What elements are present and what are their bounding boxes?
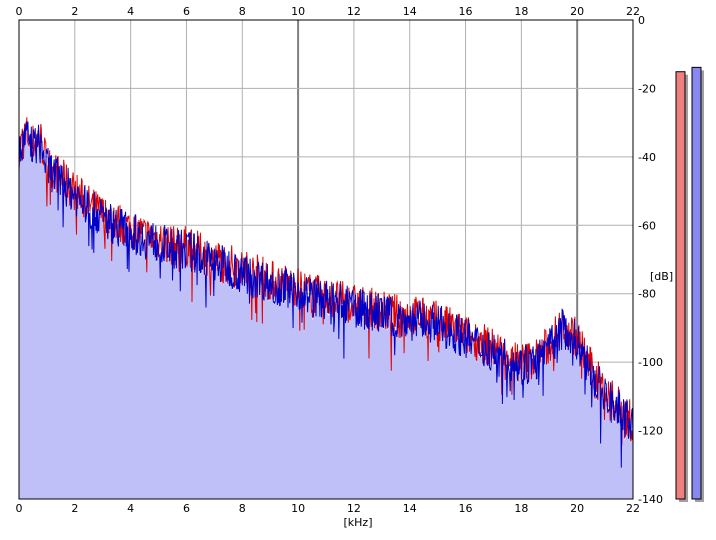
y-tick-label: -140	[638, 493, 663, 506]
x-tick-label-top: 16	[459, 5, 473, 18]
y-tick-label: -80	[638, 288, 656, 301]
y-tick-label: -20	[638, 82, 656, 95]
x-tick-label-top: 6	[183, 5, 190, 18]
x-tick-label-bottom: 12	[347, 502, 361, 515]
y-tick-labels: 0 -20 -40 -60 -80 -100 -120 -140	[638, 14, 663, 506]
x-tick-label-bottom: 20	[570, 502, 584, 515]
y-tick-label: 0	[638, 14, 645, 27]
x-tick-label-top: 18	[514, 5, 528, 18]
x-tick-label-bottom: 6	[183, 502, 190, 515]
level-meter-right	[692, 67, 701, 499]
x-tick-label-bottom: 14	[403, 502, 417, 515]
x-tick-label-bottom: 18	[514, 502, 528, 515]
x-tick-labels-bottom: 0 2 4 6 8 10 12 14 16 18 20 22	[16, 502, 641, 515]
level-meters	[676, 67, 704, 502]
x-tick-label-top: 2	[71, 5, 78, 18]
x-tick-label-bottom: 2	[71, 502, 78, 515]
x-tick-label-top: 12	[347, 5, 361, 18]
y-tick-label: -120	[638, 425, 663, 438]
y-tick-label: -60	[638, 219, 656, 232]
y-axis-label: [dB]	[650, 270, 673, 283]
x-tick-label-top: 20	[570, 5, 584, 18]
x-tick-labels-top: 0 2 4 6 8 10 12 14 16 18 20 22	[16, 5, 641, 18]
x-tick-label-top: 10	[291, 5, 305, 18]
x-tick-label-top: 8	[239, 5, 246, 18]
y-tick-label: -100	[638, 356, 663, 369]
x-tick-label-bottom: 10	[291, 502, 305, 515]
x-tick-label-bottom: 4	[127, 502, 134, 515]
x-tick-label-bottom: 16	[459, 502, 473, 515]
y-tick-label: -40	[638, 151, 656, 164]
x-tick-label-top: 4	[127, 5, 134, 18]
level-meter-left	[676, 72, 685, 499]
x-tick-label-top: 0	[16, 5, 23, 18]
x-tick-label-bottom: 8	[239, 502, 246, 515]
x-tick-label-bottom: 0	[16, 502, 23, 515]
x-tick-label-top: 14	[403, 5, 417, 18]
x-axis-label: [kHz]	[344, 516, 373, 529]
